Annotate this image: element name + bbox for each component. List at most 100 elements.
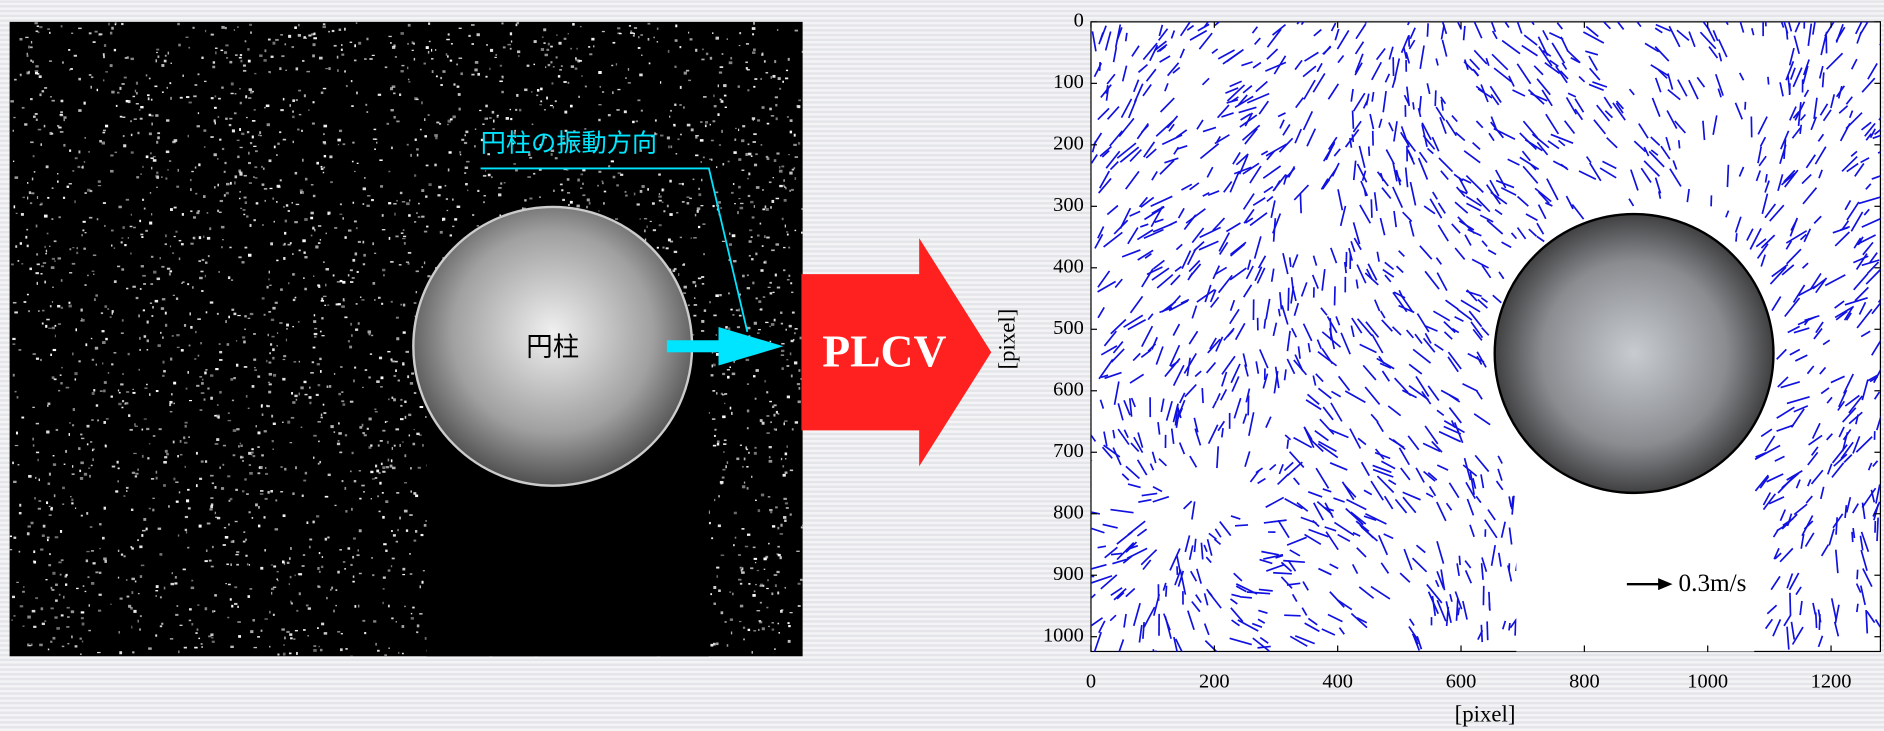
particle [647,188,649,191]
particle [402,362,404,364]
particle [36,31,39,33]
particle [130,226,133,227]
particle [396,621,397,622]
particle [108,23,109,26]
particle [564,111,567,114]
particle [409,553,411,555]
particle [324,305,326,306]
particle [198,638,200,639]
particle [151,115,154,117]
particle [52,100,55,102]
particle [779,88,781,90]
particle [641,110,643,112]
particle [753,375,756,377]
particle [188,507,191,509]
particle [692,281,695,284]
particle [126,199,129,201]
particle [581,75,583,76]
vector [1143,622,1144,639]
particle [156,187,158,188]
particle [657,247,659,249]
particle [373,138,376,139]
particle [95,31,98,33]
particle [122,117,125,118]
particle [42,623,45,625]
particle [580,173,583,175]
particle [243,214,245,215]
particle [49,506,51,507]
particle [118,468,120,470]
particle [611,160,614,162]
particle [325,268,328,270]
particle [338,432,341,435]
particle [198,73,200,75]
particle [636,120,638,122]
particle [489,117,492,118]
particle [42,322,44,324]
particle [772,622,774,623]
particle [190,210,192,212]
particle [140,173,142,174]
particle [413,492,416,495]
particle [105,71,108,72]
particle [471,24,475,25]
particle [460,154,461,155]
particle [798,142,800,145]
particle [406,351,409,353]
particle [286,324,289,327]
particle [240,456,243,459]
particle [54,494,56,497]
particle [246,215,248,217]
particle [553,106,554,109]
particle [745,153,747,156]
particle [753,22,755,25]
particle [212,610,214,612]
particle [197,125,200,127]
particle [382,229,385,230]
particle [754,78,757,80]
particle [771,592,773,595]
particle [683,106,684,108]
particle [518,55,519,57]
particle [52,187,54,188]
particle [230,563,232,566]
particle [10,100,14,102]
particle [161,623,163,625]
particle [545,54,548,57]
particle [72,247,74,248]
particle [401,65,404,66]
particle [400,192,403,194]
particle [198,355,200,357]
particle [127,596,130,598]
particle [378,297,381,299]
particle [203,129,206,131]
particle [247,48,249,51]
particle [37,25,39,27]
particle [350,269,353,271]
particle [732,314,734,316]
particle [174,403,175,405]
particle [301,427,303,428]
particle [299,361,300,363]
particle [37,263,40,265]
particle [69,183,72,184]
particle [625,77,627,79]
particle [785,458,786,459]
particle [356,92,358,95]
particle [177,605,179,607]
particle [625,195,628,197]
particle [81,617,84,619]
particle [84,473,87,476]
particle [104,507,106,510]
particle [452,115,455,118]
particle [121,554,123,556]
particle [382,269,385,272]
particle [44,620,46,621]
particle [754,590,756,592]
particle [713,205,715,207]
particle [348,340,350,342]
particle [78,360,80,362]
particle [190,326,192,329]
particle [739,32,741,34]
particle [302,495,304,497]
